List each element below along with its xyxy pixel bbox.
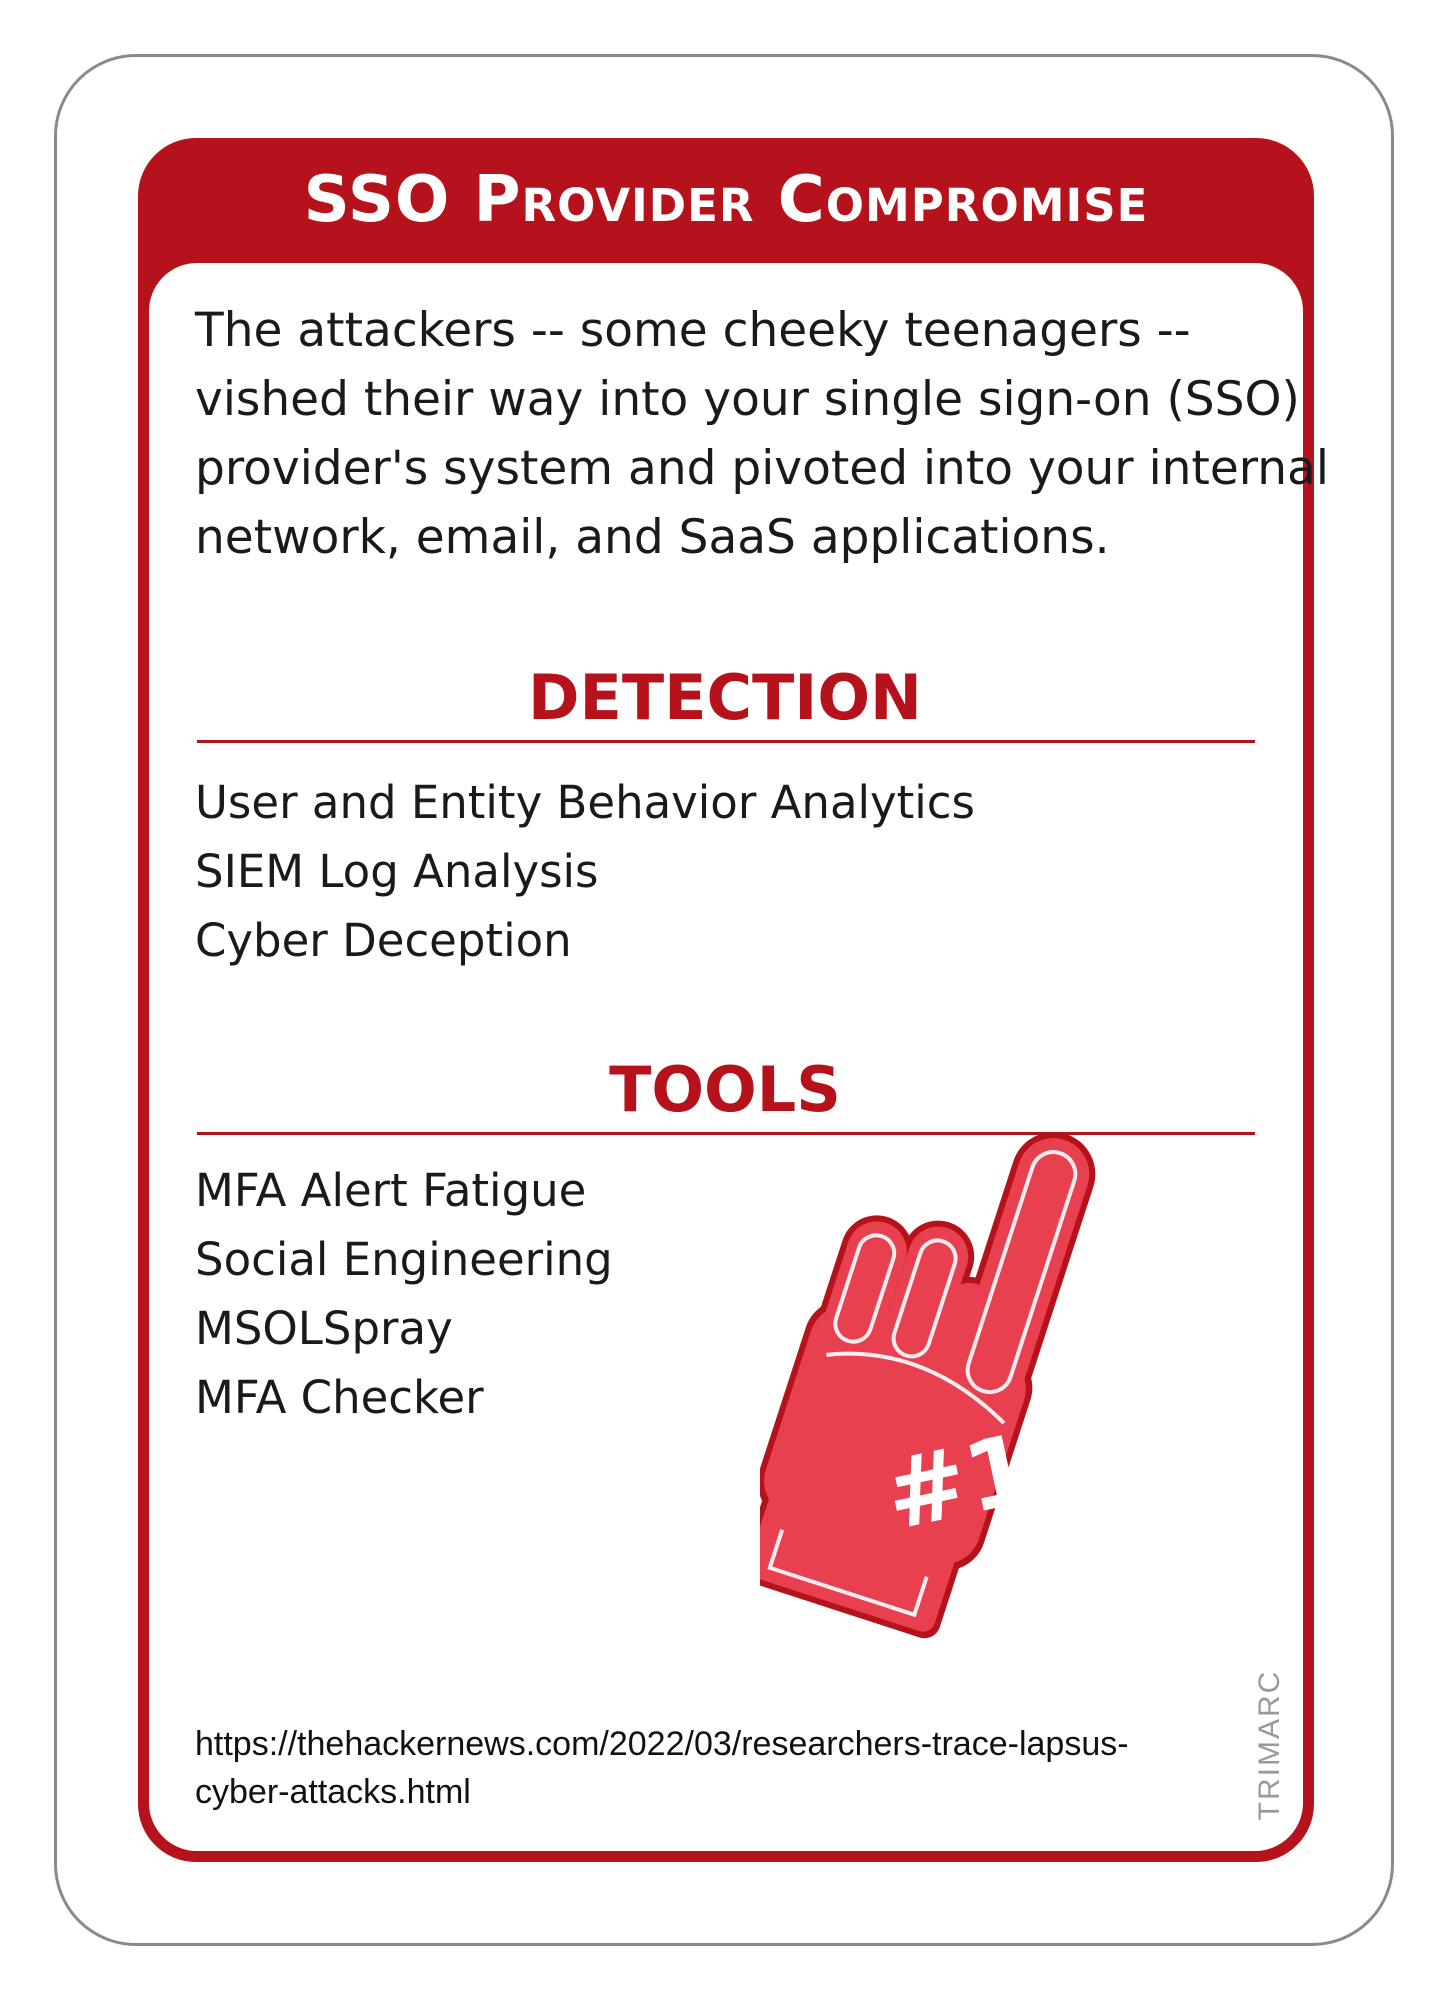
list-item: User and Entity Behavior Analytics <box>195 776 975 829</box>
list-item: Social Engineering <box>195 1233 613 1286</box>
source-line: cyber-attacks.html <box>195 1773 471 1811</box>
description-line: The attackers -- some cheeky teenagers -… <box>195 303 1191 358</box>
list-item: MFA Checker <box>195 1371 484 1424</box>
list-item: SIEM Log Analysis <box>195 845 599 898</box>
description-line: vished their way into your single sign-o… <box>195 372 1300 427</box>
source-link[interactable]: https://thehackernews.com/2022/03/resear… <box>195 1720 1129 1816</box>
list-item: MSOLSpray <box>195 1302 453 1355</box>
list-item: Cyber Deception <box>195 914 572 967</box>
description-line: provider's system and pivoted into your … <box>195 441 1329 496</box>
detection-divider <box>197 740 1255 743</box>
list-item: MFA Alert Fatigue <box>195 1164 587 1217</box>
detection-list: User and Entity Behavior Analytics SIEM … <box>195 768 975 975</box>
card-content-panel <box>149 263 1303 1851</box>
detection-heading: DETECTION <box>528 661 922 734</box>
foam-finger-icon: #1 <box>760 1132 1096 1639</box>
card-title: SSO Provider Compromise <box>303 163 1149 237</box>
description-line: network, email, and SaaS applications. <box>195 510 1110 565</box>
card-description: The attackers -- some cheeky teenagers -… <box>195 296 1329 572</box>
tools-heading: TOOLS <box>609 1053 841 1126</box>
source-line: https://thehackernews.com/2022/03/resear… <box>195 1725 1129 1763</box>
tools-divider <box>197 1132 1255 1135</box>
tools-list: MFA Alert Fatigue Social Engineering MSO… <box>195 1156 613 1432</box>
brand-mark: TRIMARC <box>1253 1669 1286 1821</box>
